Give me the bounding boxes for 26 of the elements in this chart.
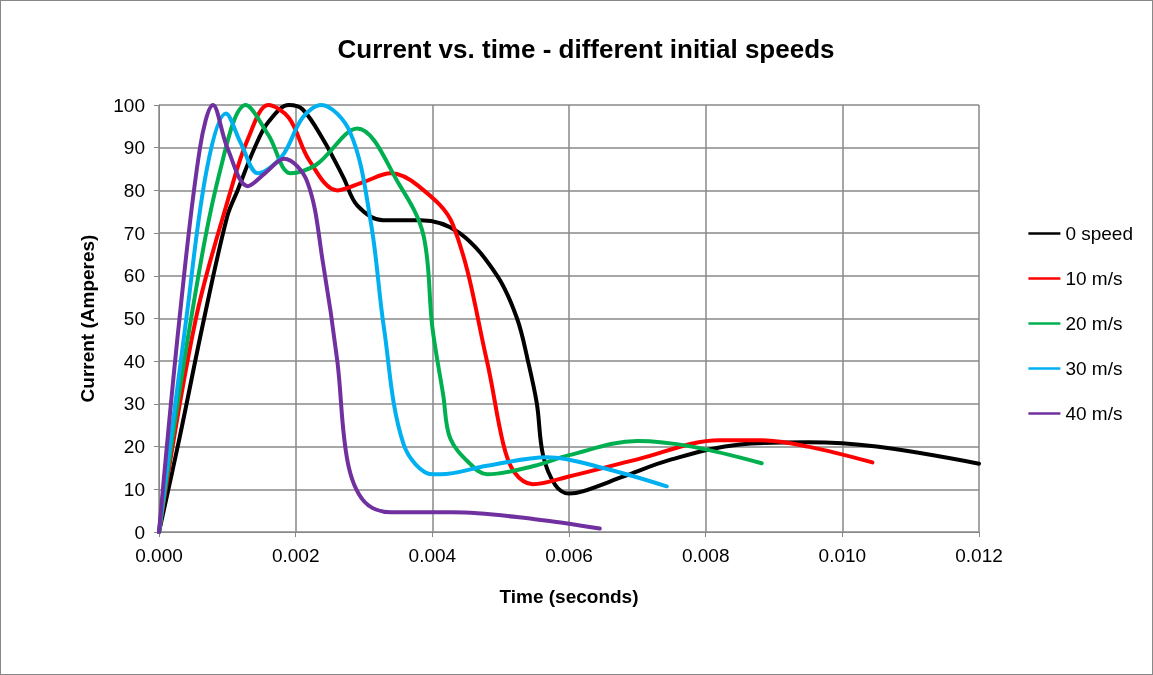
legend-label: 10 m/s [1065,268,1123,289]
y-tick-label: 50 [123,308,145,329]
legend-label: 20 m/s [1065,313,1123,334]
y-tick-label: 90 [123,137,145,159]
x-tick-label: 0.008 [681,545,730,566]
y-tick-label: 0 [134,521,145,543]
legend-label: 0 speed [1065,223,1134,244]
x-tick-label: 0.010 [818,545,867,566]
y-tick-label: 40 [123,350,145,372]
y-tick-label: 20 [123,436,145,458]
y-tick-label: 70 [123,222,145,244]
y-axis-title: Current (Amperes) [77,234,98,403]
x-axis-title: Time (seconds) [499,586,639,607]
y-tick-label: 60 [123,265,145,287]
y-tick-label: 80 [123,179,145,201]
y-tick-label: 10 [123,478,145,500]
x-tick-label: 0.002 [271,545,320,566]
x-tick-label: 0.004 [408,545,457,566]
y-tick-label: 30 [123,393,145,415]
chart-title: Current vs. time - different initial speeds [337,34,835,64]
legend-label: 40 m/s [1065,403,1123,424]
y-tick-label: 100 [113,94,145,116]
legend-label: 30 m/s [1065,358,1123,379]
x-tick-label: 0.012 [955,545,1003,566]
x-tick-label: 0.000 [135,545,183,566]
x-tick-label: 0.006 [545,545,593,566]
